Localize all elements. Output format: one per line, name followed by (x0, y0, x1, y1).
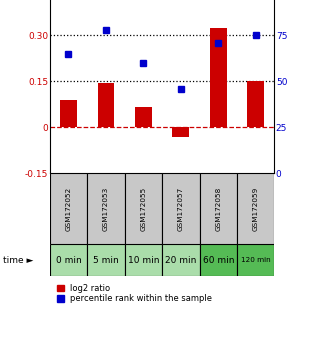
Bar (125, 173, 162, 244)
Bar (162, 244, 200, 276)
Text: 20 min: 20 min (165, 256, 196, 265)
Bar (50, 244, 87, 276)
Text: GSM172058: GSM172058 (215, 187, 221, 231)
Bar (125, 244, 162, 276)
Bar (60, 100, 77, 127)
Text: 5 min: 5 min (93, 256, 119, 265)
Text: 10 min: 10 min (128, 256, 159, 265)
Text: GSM172052: GSM172052 (65, 187, 72, 231)
Text: 120 min: 120 min (241, 257, 271, 263)
Bar (87, 173, 125, 244)
Bar (98, 83, 114, 127)
Legend: log2 ratio, percentile rank within the sample: log2 ratio, percentile rank within the s… (57, 284, 213, 303)
Bar (247, 81, 264, 127)
Bar (135, 108, 152, 127)
Bar (200, 244, 237, 276)
Bar (200, 173, 237, 244)
Bar (210, 28, 227, 127)
Text: time ►: time ► (3, 256, 34, 265)
Bar (237, 244, 274, 276)
Bar (50, 173, 87, 244)
Text: 60 min: 60 min (203, 256, 234, 265)
Text: GSM172053: GSM172053 (103, 187, 109, 231)
Bar (87, 244, 125, 276)
Bar (237, 173, 274, 244)
Text: GSM172055: GSM172055 (140, 187, 146, 231)
Text: 0 min: 0 min (56, 256, 81, 265)
Bar (162, 173, 200, 244)
Bar (172, 127, 189, 137)
Text: GSM172057: GSM172057 (178, 187, 184, 231)
Text: GSM172059: GSM172059 (253, 187, 259, 231)
